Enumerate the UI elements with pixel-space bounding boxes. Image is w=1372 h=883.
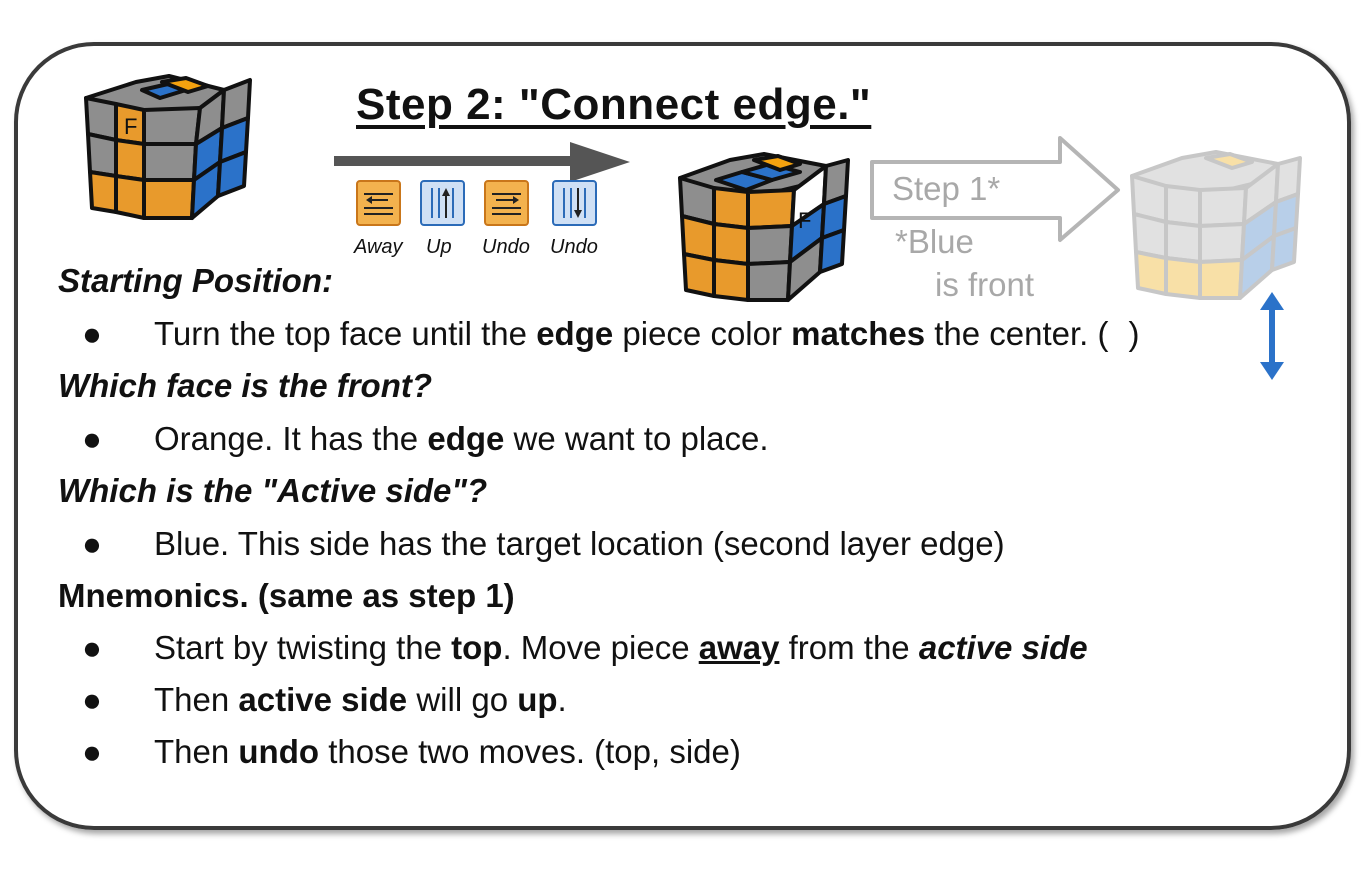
bullet-mnemonic-2: ● Then active side will go up. <box>82 681 567 719</box>
move-label-undo-top: Undo <box>482 236 530 258</box>
bullet-dot: ● <box>82 733 102 770</box>
bold-up: up <box>517 681 558 718</box>
bold-undo: undo <box>238 733 320 770</box>
next-step-label: Step 1* <box>892 170 1001 207</box>
move-label-up: Up <box>426 236 452 258</box>
text: piece color <box>613 315 792 352</box>
bullet-front: ● Orange. It has the edge we want to plac… <box>82 420 769 458</box>
move-away-icon <box>356 180 401 226</box>
text: Turn the top face until the <box>154 315 537 352</box>
next-step-arrow-icon <box>870 136 1120 242</box>
next-step-note-2: is front <box>935 266 1035 303</box>
text: . <box>557 681 567 718</box>
text: from the <box>779 629 919 666</box>
text: Then <box>154 681 239 718</box>
bullet-starting: ● Turn the top face until the edge piece … <box>82 315 1140 353</box>
instruction-card <box>14 42 1351 830</box>
bold-italic-active-side: active side <box>918 629 1088 666</box>
move-up-icon <box>420 180 465 226</box>
text: we want to place. <box>504 420 769 457</box>
bold-matches: matches <box>791 315 926 352</box>
bold-top: top <box>451 629 503 666</box>
text: the center. ( <box>925 315 1109 352</box>
heading-starting-position: Starting Position: <box>58 262 333 299</box>
cube-start-illustration: F <box>84 74 252 220</box>
bullet-dot: ● <box>82 420 102 457</box>
bullet-mnemonic-1: ● Start by twisting the top. Move piece a… <box>82 629 1088 667</box>
text: Blue. This side has the target location … <box>154 525 1005 562</box>
move-undo-top-icon <box>484 180 529 226</box>
progress-arrow-icon <box>334 142 630 182</box>
move-label-undo-side: Undo <box>550 236 598 258</box>
text: will go <box>407 681 518 718</box>
page-title: Step 2: "Connect edge." <box>356 80 872 129</box>
cube-next-illustration <box>1130 150 1302 300</box>
text: Orange. It has the <box>154 420 428 457</box>
bold-active-side: active side <box>238 681 408 718</box>
cube-after-illustration: F <box>678 152 850 302</box>
heading-mnemonics: Mnemonics. (same as step 1) <box>58 577 515 614</box>
heading-active-side: Which is the "Active side"? <box>58 472 488 509</box>
text: those two moves. (top, side) <box>319 733 741 770</box>
up-down-arrow-icon <box>1260 292 1284 380</box>
bullet-dot: ● <box>82 629 102 666</box>
text: Then <box>154 733 239 770</box>
move-label-away: Away <box>354 236 403 258</box>
next-step-note-1: *Blue <box>895 223 974 260</box>
heading-which-front: Which face is the front? <box>58 367 433 404</box>
front-face-label-2: F <box>798 208 811 233</box>
bold-edge: edge <box>427 420 505 457</box>
bullet-dot: ● <box>82 315 102 352</box>
move-undo-side-icon <box>552 180 597 226</box>
front-face-label: F <box>124 114 137 139</box>
bullet-dot: ● <box>82 525 102 562</box>
text: Start by twisting the <box>154 629 452 666</box>
bold-edge: edge <box>536 315 614 352</box>
bullet-mnemonic-3: ● Then undo those two moves. (top, side) <box>82 733 741 771</box>
bullet-dot: ● <box>82 681 102 718</box>
bold-underline-away: away <box>698 629 780 666</box>
text: ) <box>1128 315 1140 352</box>
text: . Move piece <box>502 629 699 666</box>
bullet-active: ● Blue. This side has the target location… <box>82 525 1005 563</box>
